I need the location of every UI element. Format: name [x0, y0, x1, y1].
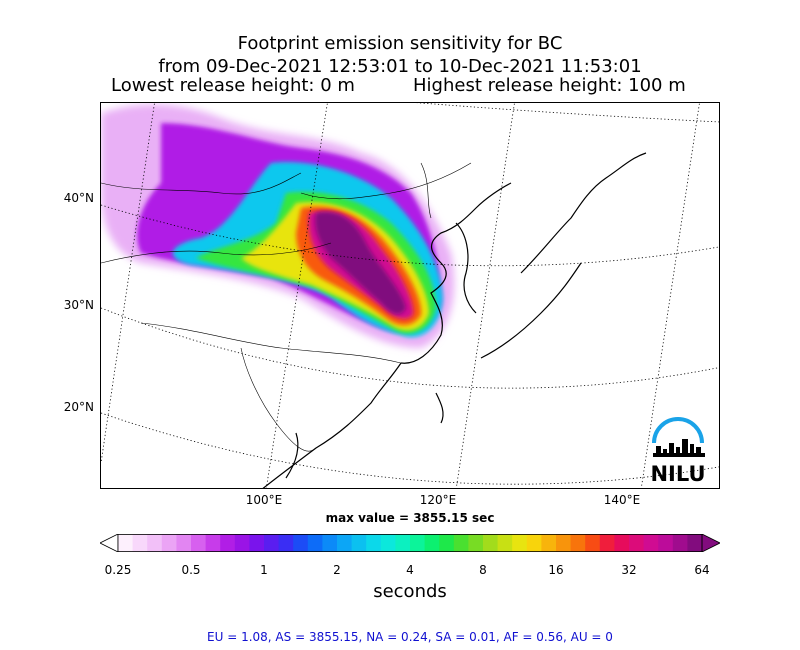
colorbar-cell — [264, 534, 280, 552]
colorbar-cell — [205, 534, 221, 552]
colorbar-cell — [337, 534, 353, 552]
colorbar-cell — [118, 534, 134, 552]
highest-release-height: Highest release height: 100 m — [413, 75, 686, 96]
lat-label-30: 30°N — [63, 298, 94, 312]
lowest-release-height: Lowest release height: 0 m — [111, 75, 355, 96]
region-statistics: EU = 1.08, AS = 3855.15, NA = 0.24, SA =… — [207, 630, 613, 644]
colorbar-cell — [147, 534, 163, 552]
colorbar-cell — [526, 534, 542, 552]
colorbar-cell — [293, 534, 309, 552]
colorbar-frame — [117, 534, 703, 552]
colorbar-cell — [366, 534, 382, 552]
colorbar-cell — [439, 534, 455, 552]
max-value-label: max value = 3855.15 sec — [325, 511, 495, 525]
map-canvas: NILU — [101, 103, 719, 488]
colorbar — [100, 534, 720, 552]
colorbar-cell — [307, 534, 323, 552]
coastlines — [101, 152, 647, 488]
nilu-logo-arc — [652, 417, 704, 444]
colorbar-cell — [249, 534, 265, 552]
colorbar-cell — [410, 534, 426, 552]
lon-label-140: 140°E — [603, 493, 641, 507]
colorbar-cell — [614, 534, 630, 552]
colorbar-tick-label: 1 — [260, 563, 268, 577]
colorbar-tick-label: 8 — [479, 563, 487, 577]
lat-label-40: 40°N — [63, 191, 94, 205]
colorbar-tick-label: 16 — [548, 563, 564, 577]
map-title-line-2: from 09-Dec-2021 12:53:01 to 10-Dec-2021… — [158, 56, 642, 77]
release-heights: Lowest release height: 0 m Highest relea… — [0, 75, 800, 99]
colorbar-cell — [629, 534, 645, 552]
colorbar-unit: seconds — [373, 581, 447, 602]
colorbar-cell — [468, 534, 484, 552]
colorbar-cell — [161, 534, 177, 552]
colorbar-extend-high — [701, 534, 720, 552]
colorbar-tick-label: 0.25 — [104, 563, 132, 577]
colorbar-cell — [643, 534, 659, 552]
colorbar-cell — [453, 534, 469, 552]
colorbar-cell — [585, 534, 601, 552]
colorbar-tick-label: 0.5 — [181, 563, 201, 577]
footprint-map: NILU — [100, 102, 720, 489]
colorbar-tick-label: 32 — [621, 563, 637, 577]
colorbar-tick-label: 4 — [406, 563, 414, 577]
colorbar-cell — [687, 534, 703, 552]
colorbar-cell — [570, 534, 586, 552]
nilu-logo-text: NILU — [650, 462, 705, 486]
colorbar-cell — [132, 534, 148, 552]
colorbar-cell — [322, 534, 338, 552]
colorbar-tick-label: 2 — [333, 563, 341, 577]
sensitivity-plume — [101, 104, 455, 348]
colorbar-cell — [556, 534, 572, 552]
colorbar-tick-label: 64 — [694, 563, 710, 577]
colorbar-cell — [380, 534, 396, 552]
colorbar-cell — [176, 534, 192, 552]
nilu-logo: NILU — [650, 417, 706, 486]
lon-label-100: 100°E — [245, 493, 283, 507]
colorbar-cell — [191, 534, 207, 552]
colorbar-extend-low — [100, 534, 119, 552]
colorbar-cell — [278, 534, 294, 552]
colorbar-cell — [234, 534, 250, 552]
colorbar-cell — [672, 534, 688, 552]
colorbar-cell — [220, 534, 236, 552]
colorbar-cell — [497, 534, 513, 552]
colorbar-cell — [658, 534, 674, 552]
colorbar-cell — [424, 534, 440, 552]
lon-label-120: 120°E — [419, 493, 457, 507]
colorbar-cell — [483, 534, 499, 552]
nilu-logo-skyline — [653, 439, 705, 457]
colorbar-cell — [351, 534, 367, 552]
lat-label-20: 20°N — [63, 400, 94, 414]
map-title-line-1: Footprint emission sensitivity for BC — [237, 33, 563, 54]
colorbar-cell — [395, 534, 411, 552]
colorbar-cell — [541, 534, 557, 552]
colorbar-cell — [512, 534, 528, 552]
colorbar-cell — [599, 534, 615, 552]
